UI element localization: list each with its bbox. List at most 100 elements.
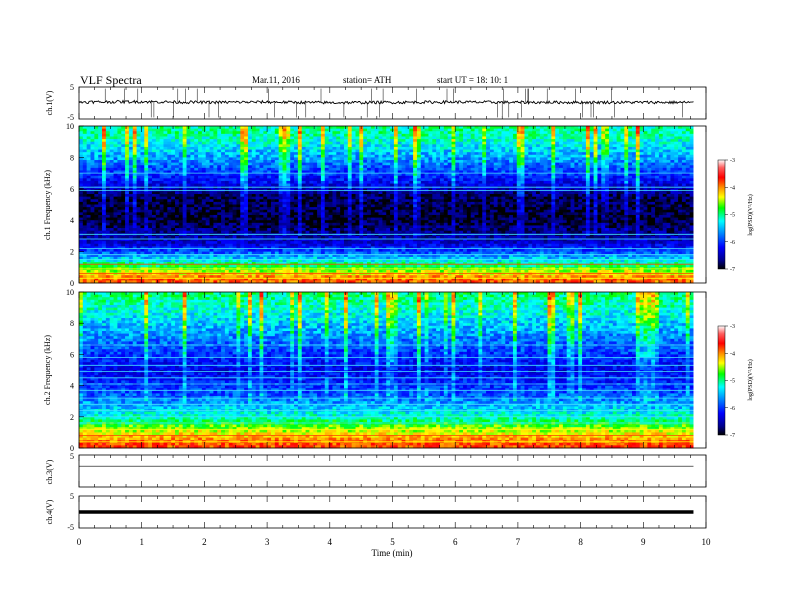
spectrogram-cell (151, 209, 157, 213)
spectrogram-cell (228, 277, 234, 281)
spectrogram-cell (294, 173, 299, 177)
spectrogram-cell (82, 126, 88, 130)
spectrogram-cell (236, 259, 241, 263)
spectrogram-cell (251, 126, 257, 130)
spectrogram-cell (182, 277, 187, 281)
spectrogram-cell (305, 204, 310, 208)
spectrogram-cell (255, 149, 260, 153)
spectrogram-cell (190, 191, 195, 195)
spectrogram-cell (90, 191, 95, 195)
spectrogram-cell (144, 170, 149, 174)
spectrogram-cell (98, 133, 103, 137)
spectrogram-cell (382, 264, 387, 268)
spectrogram-cell (175, 154, 180, 158)
spectrogram-cell (382, 157, 387, 161)
spectrogram-cell (359, 139, 364, 143)
spectrogram-cell (320, 194, 326, 198)
spectrogram-cell (109, 235, 114, 239)
spectrogram-cell (90, 157, 95, 161)
spectrogram-cell (309, 254, 314, 258)
spectrogram-cell (305, 160, 310, 164)
spectrogram-cell (232, 162, 237, 166)
spectrogram-cell (167, 167, 172, 171)
spectrogram-cell (271, 175, 276, 179)
spectrogram-cell (190, 186, 195, 190)
spectrogram-cell (86, 230, 91, 234)
spectrogram-cell (305, 256, 310, 260)
spectrogram-cell (213, 280, 218, 284)
spectrogram-cell (159, 199, 164, 203)
spectrogram-cell (263, 126, 268, 130)
spectrogram-cell (393, 141, 399, 145)
spectrogram-cell (205, 275, 210, 279)
spectrogram-cell (79, 225, 84, 229)
spectrogram-cell (190, 262, 195, 266)
spectrogram-cell (155, 133, 161, 137)
spectrogram-cell (332, 241, 337, 245)
spectrogram-cell (305, 209, 310, 213)
spectrogram-cell (105, 217, 111, 221)
spectrogram-cell (117, 175, 122, 179)
spectrogram-cell (205, 214, 210, 218)
spectrogram-cell (163, 280, 168, 284)
spectrogram-cell (221, 272, 226, 276)
spectrogram-cell (213, 167, 218, 171)
spectrogram-cell (117, 139, 122, 143)
spectrogram-cell (94, 238, 99, 242)
spectrogram-cell (317, 170, 322, 174)
spectrogram-cell (209, 144, 214, 148)
spectrogram-cell (102, 146, 107, 150)
spectrogram-cell (163, 275, 168, 279)
spectrogram-cell (213, 207, 218, 211)
spectrogram-cell (140, 170, 145, 174)
spectrogram-cell (125, 139, 130, 143)
spectrogram-cell (109, 170, 114, 174)
spectrogram-cell (301, 241, 306, 245)
spectrogram-cell (378, 165, 383, 169)
spectrogram-cell (359, 152, 364, 156)
spectrogram-cell (359, 241, 364, 245)
spectrogram-cell (102, 272, 107, 276)
spectrogram-cell (198, 160, 203, 164)
spectrogram-cell (332, 256, 337, 260)
spectrogram-cell (271, 280, 276, 284)
spectrogram-cell (247, 243, 253, 247)
spectrogram-cell (121, 136, 126, 140)
spectrogram-cell (294, 152, 299, 156)
spectrogram-cell (86, 280, 91, 284)
spectrogram-cell (267, 160, 272, 164)
spectrogram-cell (363, 139, 368, 143)
spectrogram-cell (267, 222, 272, 226)
spectrogram-cell (382, 136, 387, 140)
spectrogram-cell (228, 183, 234, 187)
spectrogram-cell (82, 136, 88, 140)
spectrogram-cell (125, 225, 130, 229)
spectrogram-cell (171, 131, 176, 135)
spectrogram-cell (374, 259, 379, 263)
spectrogram-cell (113, 214, 118, 218)
spectrogram-cell (128, 246, 134, 250)
spectrogram-cell (236, 180, 241, 184)
spectrogram-cell (363, 186, 368, 190)
spectrogram-cell (340, 225, 345, 229)
spectrogram-cell (232, 170, 237, 174)
spectrogram-cell (198, 251, 203, 255)
spectrogram-cell (251, 214, 257, 218)
spectrogram-cell (190, 160, 195, 164)
spectrogram-cell (244, 144, 249, 148)
spectrogram-cell (201, 275, 207, 279)
spectrogram-cell (309, 154, 314, 158)
spectrogram-cell (367, 136, 372, 140)
spectrogram-cell (159, 152, 164, 156)
spectrogram-cell (305, 178, 310, 182)
spectrogram-cell (286, 167, 291, 171)
spectrogram-cell (194, 277, 199, 281)
spectrogram-cell (144, 217, 149, 221)
spectrogram-cell (290, 204, 295, 208)
spectrogram-cell (136, 167, 141, 171)
spectrogram-cell (140, 186, 145, 190)
spectrogram-cell (367, 248, 372, 252)
spectrogram-cell (374, 272, 379, 276)
spectrogram-cell (274, 126, 280, 130)
spectrogram-cell (336, 149, 341, 153)
